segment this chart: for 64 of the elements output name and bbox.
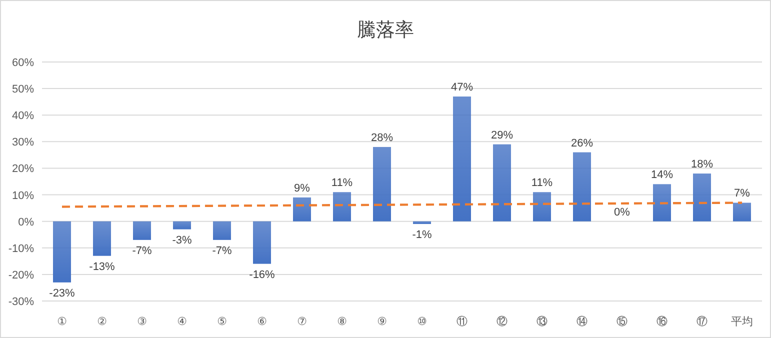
data-label: 28% <box>370 132 394 144</box>
bar <box>253 221 271 264</box>
bar <box>293 197 311 222</box>
y-tick-label: -20% <box>8 269 34 282</box>
x-tick-label: ⑪ <box>456 315 468 328</box>
y-tick-label: 40% <box>12 110 34 122</box>
bar <box>173 221 191 230</box>
data-label: -23% <box>49 287 76 300</box>
data-label: 26% <box>570 137 594 150</box>
x-tick-label: ⑮ <box>616 315 628 328</box>
x-tick-label: ⑬ <box>536 315 548 328</box>
x-tick-label: ⑧ <box>337 316 348 328</box>
x-tick-label: ⑨ <box>377 316 388 328</box>
x-tick-label: ⑤ <box>217 316 228 328</box>
y-tick-label: 50% <box>12 84 34 96</box>
data-label: 11% <box>531 177 553 190</box>
data-label: 14% <box>650 169 674 182</box>
x-tick-label: ⑯ <box>656 315 668 328</box>
bar <box>373 146 391 222</box>
data-label: -13% <box>89 260 116 273</box>
y-tick-label: -30% <box>8 296 34 308</box>
bar <box>453 96 471 222</box>
x-tick-label: ① <box>57 316 68 328</box>
x-tick-label: ⑭ <box>576 315 588 328</box>
data-label: -16% <box>249 268 276 281</box>
bar <box>93 221 111 256</box>
chart-title: 騰落率 <box>357 19 414 41</box>
bar <box>733 202 751 222</box>
x-tick-label: ⑦ <box>297 316 308 328</box>
data-label: -7% <box>212 244 232 257</box>
data-label: 47% <box>450 82 474 94</box>
data-label: 29% <box>490 129 514 142</box>
y-tick-label: 30% <box>12 136 34 149</box>
bar <box>493 144 511 222</box>
y-tick-label: 20% <box>12 163 34 176</box>
x-tick-label: ⑥ <box>257 316 268 328</box>
x-tick-label: ⑫ <box>496 315 508 328</box>
bar <box>133 221 151 240</box>
bar <box>213 221 231 240</box>
bar <box>693 174 711 222</box>
x-tick-label: ② <box>97 316 108 328</box>
x-tick-label: ④ <box>177 316 188 328</box>
bar <box>533 192 551 222</box>
y-tick-label: 0% <box>18 216 34 228</box>
x-tick-label: ⑰ <box>696 315 708 328</box>
x-tick-label: 平均 <box>731 316 753 328</box>
bar <box>573 152 591 222</box>
data-label: -1% <box>412 228 432 241</box>
y-tick-label: -10% <box>8 242 34 255</box>
data-label: 9% <box>294 182 310 194</box>
data-label: 11% <box>331 177 353 190</box>
x-tick-label: ⑩ <box>417 316 428 328</box>
data-label: -3% <box>172 234 192 246</box>
y-tick-label: 60% <box>12 57 34 69</box>
x-tick-label: ③ <box>137 316 148 328</box>
bar <box>53 221 71 282</box>
y-tick-label: 10% <box>12 190 34 202</box>
bar <box>653 184 671 222</box>
data-label: -7% <box>132 244 152 257</box>
bar <box>333 192 351 222</box>
data-label: 7% <box>734 188 750 200</box>
data-label: 18% <box>690 158 714 171</box>
bar <box>413 221 431 224</box>
data-label: 0% <box>614 206 630 218</box>
